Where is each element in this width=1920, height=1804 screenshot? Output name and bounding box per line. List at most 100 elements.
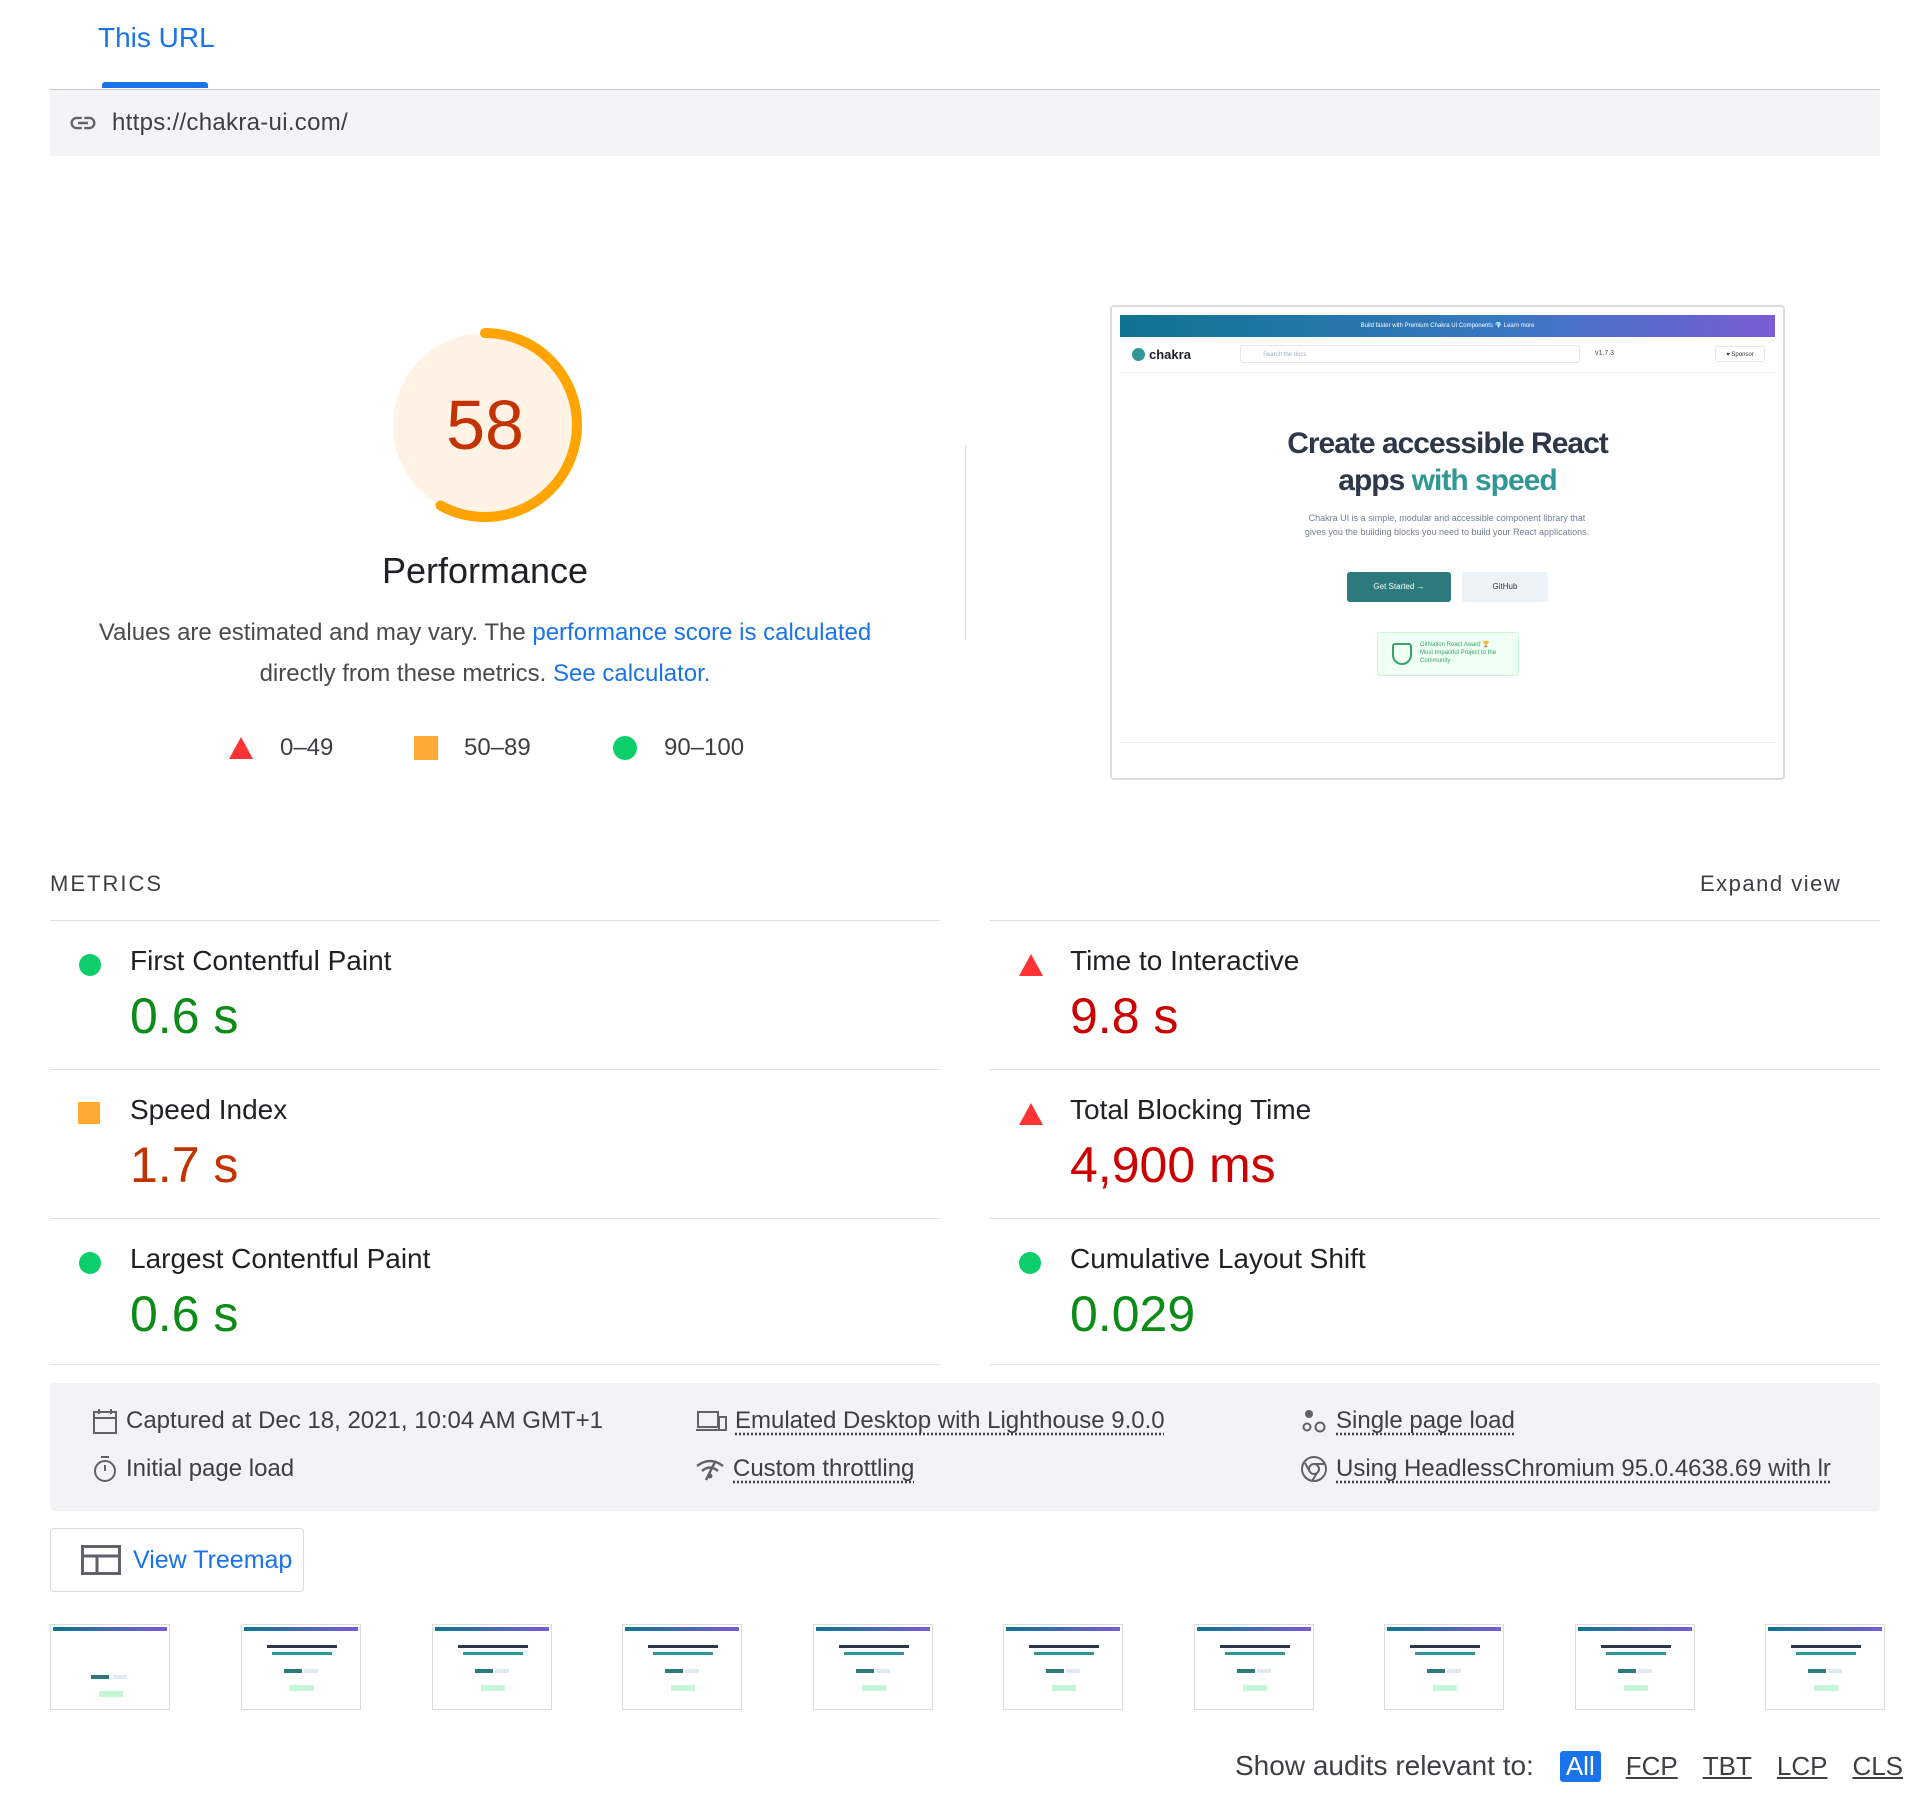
description-text: Values are estimated and may vary. The (98, 619, 533, 646)
filmstrip-frame (1194, 1624, 1314, 1710)
filter-tbt-button[interactable]: TBT (1702, 1750, 1752, 1781)
audit-filter-label: Show audits relevant to: (1235, 1750, 1534, 1781)
pass-circle-icon (1019, 1252, 1041, 1274)
metric-value: 9.8 s (1070, 988, 1179, 1044)
average-square-icon (414, 736, 438, 760)
single-page-load[interactable]: Single page load (1300, 1407, 1515, 1435)
screenshot-banner: Build faster with Premium Chakra UI Comp… (1120, 315, 1775, 337)
metrics-heading: METRICS (50, 871, 163, 896)
pass-circle-icon (79, 1252, 101, 1274)
legend-average: 50–89 (414, 733, 531, 763)
captured-at: Captured at Dec 18, 2021, 10:04 AM GMT+1 (92, 1407, 603, 1435)
initial-page-load: Initial page load (92, 1455, 294, 1483)
metric-value: 4,900 ms (1070, 1137, 1276, 1193)
pass-circle-icon (613, 736, 637, 760)
performance-description: Values are estimated and may vary. The p… (80, 612, 890, 694)
filmstrip-frame (1384, 1624, 1504, 1710)
screenshot-search: Search the docs (1240, 345, 1580, 363)
devices-icon (696, 1411, 727, 1431)
filmstrip-frame (1003, 1624, 1123, 1710)
metric-value: 1.7 s (130, 1137, 239, 1193)
metric-tti: Time to Interactive 9.8 s (990, 920, 1880, 1068)
screenshot-version: v1.7.3 (1595, 350, 1615, 357)
metric-label: Cumulative Layout Shift (1070, 1243, 1366, 1274)
see-calculator-link[interactable]: See calculator. (552, 660, 711, 687)
filter-cls-button[interactable]: CLS (1852, 1750, 1904, 1781)
score-calculated-link[interactable]: performance score is calculated (532, 619, 872, 646)
metric-label: Largest Contentful Paint (130, 1243, 431, 1274)
metric-fcp: First Contentful Paint 0.6 s (50, 920, 940, 1068)
average-square-icon (78, 1102, 100, 1124)
filmstrip-frame (50, 1624, 170, 1710)
metric-cls: Cumulative Layout Shift 0.029 (990, 1218, 1880, 1366)
screenshot-award: GitNation React Award 🏆 Most Impactful P… (1377, 632, 1519, 676)
stopwatch-icon (94, 1456, 116, 1482)
network-icon (696, 1459, 724, 1481)
throttling[interactable]: Custom throttling (695, 1455, 914, 1483)
treemap-icon (81, 1545, 121, 1575)
tested-url[interactable]: https://chakra-ui.com/ (112, 109, 349, 136)
active-tab-indicator (102, 82, 208, 88)
filmstrip-frame (813, 1624, 933, 1710)
legend-fail: 0–49 (228, 733, 333, 763)
metric-value: 0.6 s (130, 988, 239, 1044)
fail-triangle-icon (1019, 1103, 1043, 1125)
legend-pass: 90–100 (612, 733, 744, 763)
browser-version[interactable]: Using HeadlessChromium 95.0.4638.69 with… (1300, 1455, 1831, 1483)
screenshot-divider (1120, 742, 1775, 743)
performance-gauge (388, 328, 582, 522)
nodes-icon (1302, 1410, 1326, 1433)
calendar-icon (93, 1409, 117, 1434)
gauge-arc (388, 328, 582, 522)
legend-average-label: 50–89 (464, 734, 531, 761)
shield-icon (1392, 643, 1412, 665)
view-treemap-button[interactable]: View Treemap (50, 1528, 304, 1592)
report-tabs: This URL (50, 0, 1880, 90)
metric-label: Speed Index (130, 1094, 288, 1125)
chakra-logo-icon (1132, 348, 1145, 361)
emulated-device[interactable]: Emulated Desktop with Lighthouse 9.0.0 (695, 1407, 1165, 1435)
metric-tbt: Total Blocking Time 4,900 ms (990, 1069, 1880, 1217)
final-screenshot[interactable]: Build faster with Premium Chakra UI Comp… (1110, 305, 1785, 780)
link-icon (70, 116, 96, 130)
url-bar: https://chakra-ui.com/ (50, 90, 1880, 156)
metrics-divider (50, 1364, 940, 1365)
metric-label: Time to Interactive (1070, 945, 1300, 976)
performance-score: 58 (446, 386, 524, 464)
screenshot-get-started: Get Started → (1347, 572, 1451, 602)
fail-triangle-icon (1019, 954, 1043, 976)
legend-pass-label: 90–100 (664, 734, 745, 761)
pass-circle-icon (79, 954, 101, 976)
metric-lcp: Largest Contentful Paint 0.6 s (50, 1218, 940, 1366)
screenshot-logo: chakra (1132, 347, 1191, 362)
screenshot-subtitle: Chakra UI is a simple, modular and acces… (1304, 513, 1590, 537)
metric-value: 0.6 s (130, 1286, 239, 1342)
metric-value: 0.029 (1070, 1286, 1196, 1342)
legend-fail-label: 0–49 (280, 734, 334, 761)
divider (965, 445, 966, 640)
metrics-divider (990, 1364, 1880, 1365)
filter-lcp-button[interactable]: LCP (1776, 1750, 1828, 1781)
expand-view-toggle[interactable]: Expand view (1700, 871, 1842, 896)
filmstrip-frame (241, 1624, 361, 1710)
screenshot-nav: chakra Search the docs v1.7.3 ♥ Sponsor (1120, 337, 1775, 373)
metric-si: Speed Index 1.7 s (50, 1069, 940, 1217)
screenshot-sponsor: ♥ Sponsor (1715, 346, 1765, 362)
audit-filter: Show audits relevant to: All FCP TBT LCP… (1235, 1746, 1903, 1786)
chrome-icon (1301, 1456, 1327, 1482)
filter-fcp-button[interactable]: FCP (1625, 1750, 1678, 1781)
screenshot-github: GitHub (1462, 572, 1548, 602)
runtime-settings: Captured at Dec 18, 2021, 10:04 AM GMT+1… (50, 1383, 1880, 1511)
metric-label: Total Blocking Time (1070, 1094, 1312, 1125)
performance-title: Performance (381, 550, 589, 591)
filmstrip-frame (622, 1624, 742, 1710)
filmstrip-frame (432, 1624, 552, 1710)
filmstrip-frame (1575, 1624, 1695, 1710)
fail-triangle-icon (229, 737, 253, 759)
filmstrip-frame (1765, 1624, 1885, 1710)
metric-label: First Contentful Paint (130, 945, 392, 976)
description-text-2: directly from these metrics. (259, 660, 553, 687)
filter-all-button[interactable]: All (1559, 1750, 1601, 1782)
tab-this-url[interactable]: This URL (98, 22, 215, 53)
screenshot-headline: Create accessible React apps with speed (1287, 427, 1609, 497)
